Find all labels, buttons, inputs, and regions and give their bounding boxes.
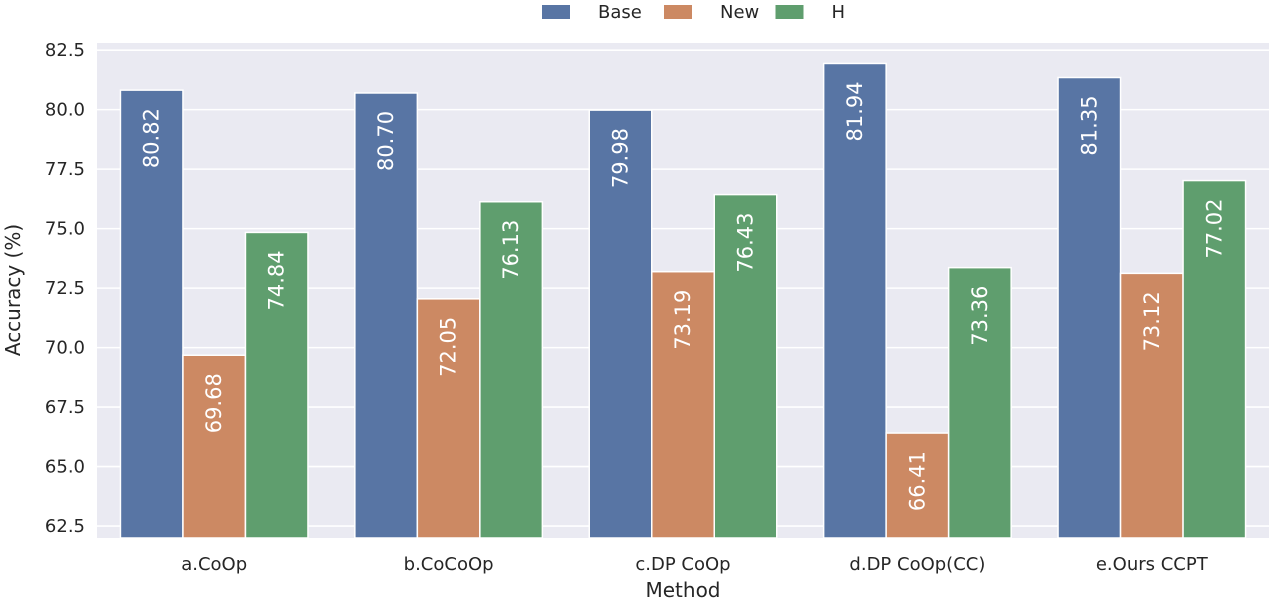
legend-swatch-new	[664, 5, 692, 19]
bar-value-label: 69.68	[202, 373, 226, 433]
bar-value-label: 77.02	[1202, 198, 1226, 258]
y-axis-ticks: 62.5 65.0 67.5 70.0 72.5 75.0 77.5 80.0 82.5	[45, 40, 85, 537]
bar-h-2	[479, 200, 544, 539]
y-axis-title: Accuracy (%)	[1, 224, 25, 356]
x-axis-ticks: a.CoOp b.CoCoOp c.DP CoOp d.DP CoOp(CC) e.Ou…	[181, 554, 1209, 575]
bar-h-5	[1182, 179, 1247, 539]
bar-base-5	[1057, 76, 1122, 539]
y-tick-label: 67.5	[45, 397, 85, 418]
bar-labels: 80.82 69.68 74.84 80.70 72.05 76.13 79.98 73.19…	[140, 81, 1227, 511]
legend-label-base: Base	[598, 2, 642, 23]
bar-new-1	[182, 354, 247, 539]
x-tick-label: b.CoCoOp	[404, 554, 494, 575]
bar-new-4	[885, 432, 950, 539]
bar-h-4	[947, 266, 1012, 539]
bar-value-label: 80.70	[374, 111, 398, 171]
bar-value-label: 66.41	[905, 451, 929, 511]
bar-value-label: 76.43	[734, 213, 758, 273]
bar-base-3	[588, 109, 653, 539]
bar-value-label: 72.05	[437, 317, 461, 377]
y-tick-label: 82.5	[45, 40, 85, 61]
x-axis-title: Method	[645, 578, 720, 602]
bar-base-1	[119, 89, 184, 539]
bar-h-1	[244, 231, 309, 539]
legend-swatch-base	[542, 5, 570, 19]
y-tick-label: 77.5	[45, 159, 85, 180]
legend: Base New H	[542, 2, 845, 23]
bar-base-2	[354, 92, 419, 539]
bar-value-label: 74.84	[265, 250, 289, 310]
bar-value-label: 79.98	[608, 128, 632, 188]
bar-value-label: 81.94	[843, 81, 867, 141]
bar-base-4	[822, 62, 887, 539]
y-tick-label: 62.5	[45, 516, 85, 537]
bar-value-label: 81.35	[1077, 95, 1101, 155]
bar-value-label: 80.82	[140, 108, 164, 168]
bar-value-label: 76.13	[499, 220, 523, 280]
y-tick-label: 65.0	[45, 457, 85, 478]
bar-new-5	[1119, 272, 1184, 539]
legend-swatch-h	[775, 5, 804, 19]
bar-h-3	[713, 193, 778, 539]
bar-value-label: 73.36	[968, 286, 992, 346]
y-tick-label: 70.0	[45, 338, 85, 359]
bar-value-label: 73.12	[1140, 291, 1164, 351]
x-tick-label: e.Ours CCPT	[1096, 554, 1209, 575]
bar-value-label: 73.19	[671, 290, 695, 350]
x-tick-label: c.DP CoOp	[635, 554, 730, 575]
bar-new-2	[416, 298, 481, 539]
legend-label-h: H	[832, 2, 846, 23]
y-tick-label: 75.0	[45, 219, 85, 240]
x-tick-label: a.CoOp	[181, 554, 247, 575]
legend-label-new: New	[720, 2, 759, 23]
y-tick-label: 80.0	[45, 100, 85, 121]
bars	[119, 62, 1247, 539]
x-tick-label: d.DP CoOp(CC)	[849, 554, 985, 575]
y-tick-label: 72.5	[45, 278, 85, 299]
